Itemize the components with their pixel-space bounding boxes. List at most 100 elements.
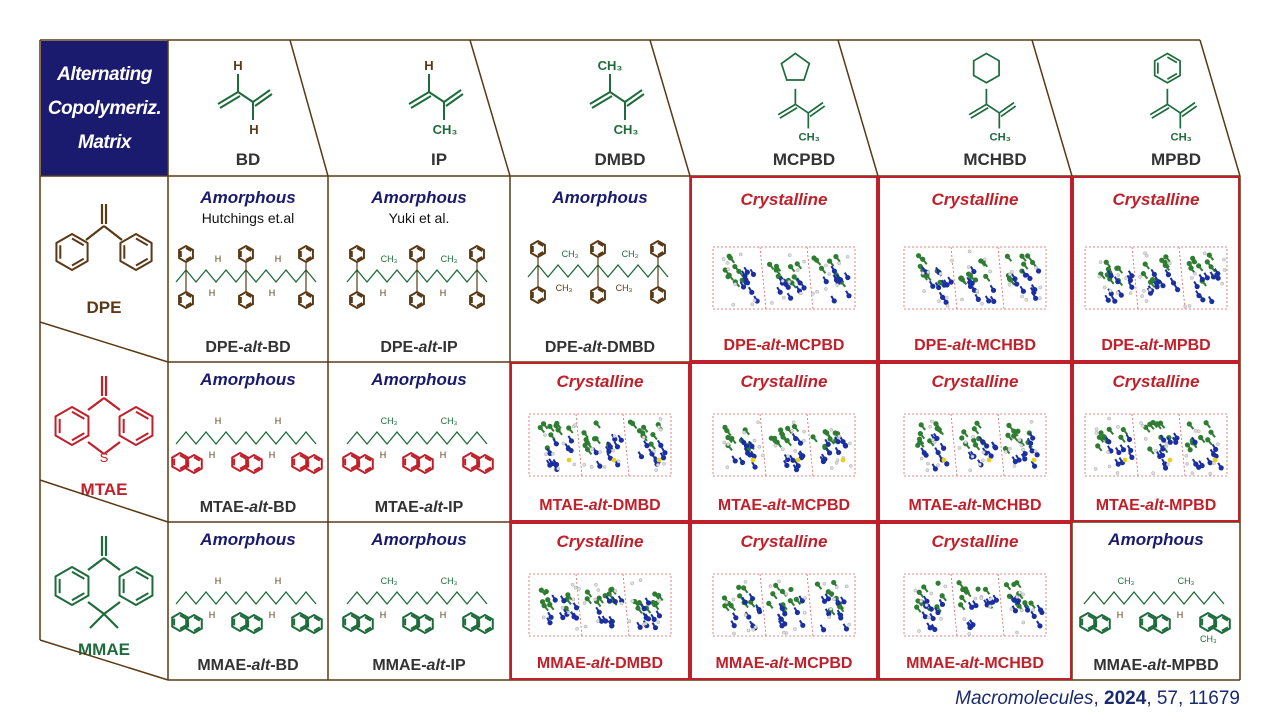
polymer-structure: CH₃ H CH₃ H	[342, 416, 494, 475]
svg-text:CH₃: CH₃	[1178, 576, 1195, 586]
morphology-label: Amorphous	[371, 370, 467, 389]
svg-text:H: H	[424, 58, 433, 73]
journal-name: Macromolecules	[955, 688, 1094, 709]
svg-text:H: H	[440, 610, 447, 620]
svg-text:CH₃: CH₃	[598, 58, 623, 73]
name-part: alt	[1147, 657, 1167, 674]
svg-text:H: H	[269, 610, 276, 620]
title-line: Copolymeriz.	[47, 97, 162, 119]
monomer-name: BD	[235, 150, 261, 169]
diphenylethylene-structure-icon	[55, 204, 153, 272]
matrix-cell: Crystalline DPE-alt-MCHBD	[878, 176, 1072, 362]
dimethylbutadiene-structure-icon: CH₃ CH₃	[589, 58, 645, 137]
comonomer-name: MMAE	[78, 640, 130, 659]
crystal-structure-model	[1084, 413, 1228, 477]
year: 2024	[1104, 688, 1147, 709]
volume-page: , 57, 11679	[1146, 688, 1240, 709]
svg-text:CH₃: CH₃	[1118, 576, 1135, 586]
copolymer-name: MMAE-alt-MCPBD	[692, 655, 876, 673]
name-part: -MPBD	[1158, 337, 1211, 354]
name-part: -IP	[437, 339, 458, 356]
crystal-structure-model	[903, 413, 1047, 477]
morphology-label: Crystalline	[931, 532, 1019, 551]
butadiene-structure-icon: HH	[217, 58, 273, 137]
name-part: alt	[1145, 497, 1164, 514]
morphology-label: Amorphous	[200, 530, 296, 549]
svg-text:CH₃: CH₃	[614, 122, 639, 137]
name-part: MMAE-	[1093, 657, 1148, 674]
svg-text:H: H	[269, 288, 276, 298]
polymer-structure: CH₃ H CH₃ H CH₃	[1079, 576, 1231, 644]
matrix-cell: Crystalline MTAE-alt-DMBD	[510, 362, 690, 522]
svg-text:H: H	[1177, 610, 1184, 620]
monomer-name: DMBD	[594, 150, 646, 169]
svg-text:CH₃: CH₃	[799, 132, 820, 144]
svg-text:S: S	[100, 450, 109, 465]
name-part: -IP	[442, 499, 464, 516]
name-part: -BD	[262, 339, 291, 356]
svg-text:CH₃: CH₃	[441, 416, 458, 426]
svg-text:H: H	[380, 450, 387, 460]
name-part: MMAE-	[906, 655, 961, 672]
matrix-cell: Amorphous H H H H MMAE-alt-BD	[168, 522, 328, 680]
name-part: -MCHBD	[979, 655, 1044, 672]
name-part: alt	[418, 339, 438, 356]
name-part: alt	[251, 657, 271, 674]
copolymer-name: DPE-alt-MCPBD	[692, 337, 876, 355]
copolymer-name: MTAE-alt-MCPBD	[692, 497, 876, 515]
svg-text:H: H	[233, 58, 242, 73]
copolymer-name: MTAE-alt-IP	[328, 499, 510, 517]
name-part: DPE-	[1101, 337, 1140, 354]
svg-text:H: H	[215, 416, 222, 426]
copolymer-name: DPE-alt-DMBD	[510, 339, 690, 357]
column-header-mpbd: CH₃ MPBD	[1092, 40, 1260, 176]
name-part: -MCHBD	[976, 497, 1042, 514]
name-part: -MCPBD	[780, 337, 845, 354]
reference-citation: Yuki et al.	[388, 210, 450, 226]
name-part: alt	[960, 655, 979, 672]
svg-text:CH₃: CH₃	[616, 283, 633, 293]
matrix-cell: Crystalline MTAE-alt-MCHBD	[878, 362, 1072, 522]
crystal-structure-model	[712, 573, 856, 637]
name-part: alt	[591, 655, 610, 672]
name-part: -BD	[267, 499, 297, 516]
name-part: alt	[1139, 337, 1159, 354]
copolymer-name: MMAE-alt-DMBD	[512, 655, 688, 673]
name-part: alt	[952, 337, 972, 354]
svg-text:H: H	[215, 254, 222, 264]
morphology-label: Amorphous	[371, 188, 467, 207]
column-header-mchbd: CH₃ MCHBD	[898, 40, 1092, 176]
matrix-cell: Crystalline MTAE-alt-MPBD	[1072, 362, 1240, 522]
name-part: -DMBD	[601, 339, 656, 356]
morphology-label: Amorphous	[1108, 530, 1204, 549]
svg-text:CH₃: CH₃	[622, 249, 639, 259]
cyclohexyl-methylbutadiene-structure-icon: CH₃	[968, 52, 1017, 144]
polymer-structure: H H H H	[171, 416, 323, 475]
matrix-cell: Crystalline MMAE-alt-MCHBD	[878, 522, 1072, 680]
column-header-mcpbd: CH₃ MCPBD	[710, 40, 898, 176]
name-part: -BD	[270, 657, 299, 674]
name-part: MTAE-	[374, 499, 425, 516]
name-part: alt	[424, 499, 443, 516]
crystal-structure-model	[712, 413, 856, 477]
name-part: alt	[767, 497, 787, 514]
name-part: alt	[243, 339, 263, 356]
morphology-label: Amorphous	[371, 530, 467, 549]
svg-text:H: H	[380, 288, 387, 298]
name-part: alt	[769, 655, 789, 672]
name-part: MMAE-	[715, 655, 770, 672]
morphology-label: Crystalline	[931, 372, 1019, 391]
svg-text:H: H	[209, 610, 216, 620]
svg-text:CH₃: CH₃	[556, 283, 573, 293]
column-header-ip: H CH₃ IP	[348, 40, 530, 176]
morphology-label: Crystalline	[740, 532, 828, 551]
svg-text:CH₃: CH₃	[433, 122, 458, 137]
name-part: MTAE-	[1095, 497, 1146, 514]
polymer-structure: H H H H	[175, 244, 317, 310]
name-part: -MCHBD	[971, 337, 1036, 354]
name-part: -DMBD	[607, 497, 661, 514]
morphology-label: Crystalline	[931, 190, 1019, 209]
row-header-mmae: MMAE	[40, 530, 168, 660]
svg-text:CH₃: CH₃	[381, 576, 398, 586]
name-part: alt	[957, 497, 977, 514]
